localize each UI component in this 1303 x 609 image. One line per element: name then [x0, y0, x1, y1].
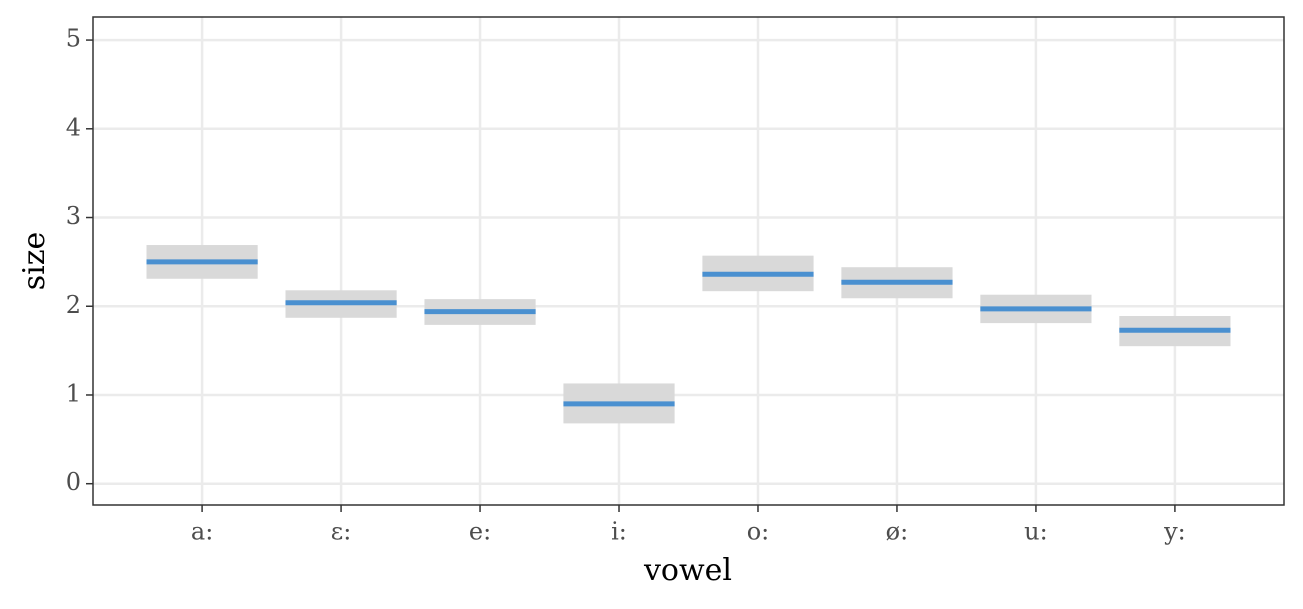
x-tick-label: ɛ: [331, 518, 352, 546]
x-tick-label: a: [191, 518, 213, 546]
x-tick-label: e: [469, 518, 491, 546]
y-tick-label: 5 [66, 25, 81, 53]
y-tick-label: 4 [66, 113, 81, 141]
y-tick-label: 2 [66, 291, 81, 319]
y-tick-label: 3 [66, 202, 81, 230]
x-axis-title: vowel [643, 553, 732, 588]
x-tick-label: u: [1024, 518, 1048, 546]
plot-border [92, 16, 1285, 506]
x-tick-label: ø: [886, 518, 909, 546]
y-tick-label: 1 [66, 379, 81, 407]
x-tick-label: y: [1163, 518, 1186, 546]
x-tick-label: o: [747, 518, 770, 546]
y-axis-title: size [17, 232, 52, 291]
x-tick-label: i: [611, 518, 627, 546]
y-tick-label: 0 [66, 468, 81, 496]
